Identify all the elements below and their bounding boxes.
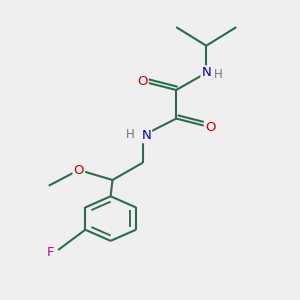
Text: H: H xyxy=(126,128,135,140)
Text: N: N xyxy=(141,129,151,142)
Text: O: O xyxy=(137,75,148,88)
Text: O: O xyxy=(205,121,215,134)
Text: N: N xyxy=(201,66,211,80)
Text: H: H xyxy=(214,68,223,81)
Text: O: O xyxy=(74,164,84,176)
Text: F: F xyxy=(47,246,54,260)
